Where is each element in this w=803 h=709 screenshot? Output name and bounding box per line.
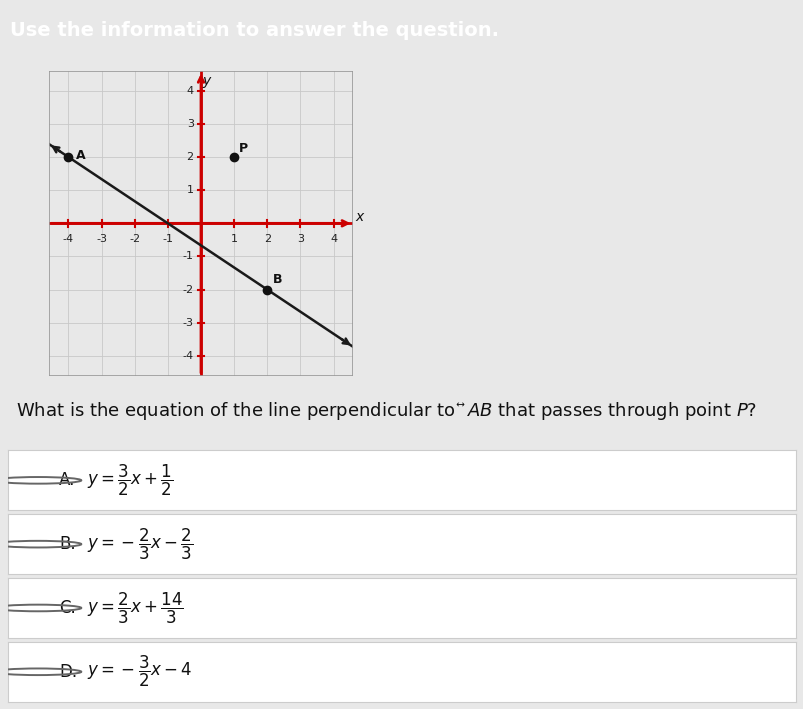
Text: 1: 1 — [230, 234, 238, 244]
Text: -4: -4 — [182, 351, 194, 361]
Bar — [48, 71, 353, 376]
Text: -1: -1 — [182, 252, 194, 262]
Text: -3: -3 — [96, 234, 107, 244]
Text: What is the equation of the line perpendicular to $\overleftrightarrow{AB}$ that: What is the equation of the line perpend… — [16, 400, 756, 423]
Text: 3: 3 — [186, 119, 194, 129]
Text: -4: -4 — [63, 234, 74, 244]
Text: y: y — [202, 74, 211, 88]
Text: -3: -3 — [182, 318, 194, 328]
Text: 3: 3 — [296, 234, 304, 244]
Text: D.: D. — [59, 663, 77, 681]
Text: $y = -\dfrac{2}{3}x - \dfrac{2}{3}$: $y = -\dfrac{2}{3}x - \dfrac{2}{3}$ — [87, 527, 194, 562]
Text: 1: 1 — [186, 185, 194, 195]
Text: C.: C. — [59, 599, 76, 617]
Text: A.: A. — [59, 471, 75, 489]
Text: P: P — [238, 143, 248, 155]
Text: B.: B. — [59, 535, 75, 553]
Text: $y = \dfrac{3}{2}x + \dfrac{1}{2}$: $y = \dfrac{3}{2}x + \dfrac{1}{2}$ — [87, 463, 173, 498]
Text: B: B — [273, 273, 283, 286]
Text: -2: -2 — [129, 234, 140, 244]
Text: x: x — [355, 211, 363, 224]
Text: 4: 4 — [186, 86, 194, 96]
Text: $y = \dfrac{2}{3}x + \dfrac{14}{3}$: $y = \dfrac{2}{3}x + \dfrac{14}{3}$ — [87, 591, 183, 625]
Text: 2: 2 — [186, 152, 194, 162]
Text: 4: 4 — [329, 234, 336, 244]
Text: 2: 2 — [263, 234, 271, 244]
Text: -1: -1 — [162, 234, 173, 244]
Text: -2: -2 — [182, 284, 194, 295]
Text: Use the information to answer the question.: Use the information to answer the questi… — [10, 21, 498, 40]
Text: $y = -\dfrac{3}{2}x - 4$: $y = -\dfrac{3}{2}x - 4$ — [87, 654, 192, 689]
Text: A: A — [75, 149, 85, 162]
